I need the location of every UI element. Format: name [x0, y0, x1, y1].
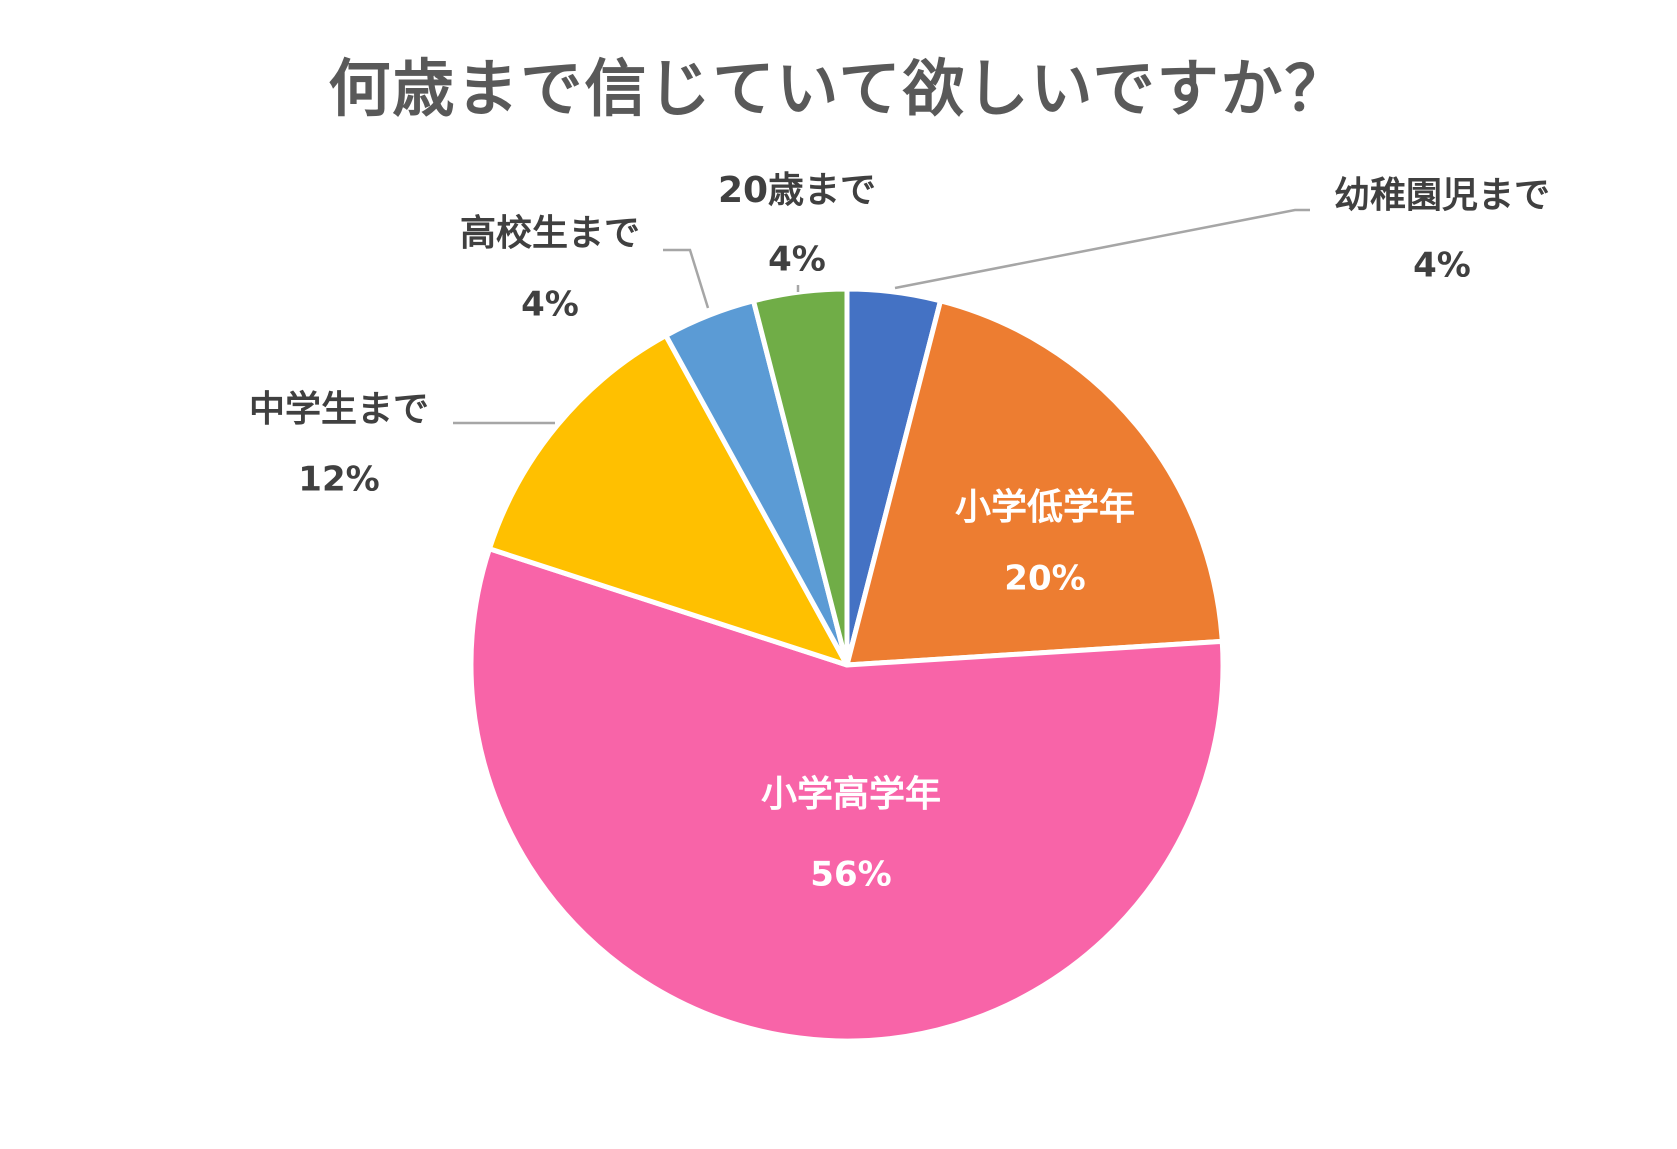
slice-value-junior-high: 12%: [298, 460, 379, 500]
pie-slice-upper-elementary: [468, 546, 1226, 1044]
slice-value-upper-elementary: 56%: [810, 855, 891, 895]
chart-title: 何歳まで信じていて欲しいですか？: [328, 52, 1349, 125]
pie-slice-lower-elementary: [844, 298, 1225, 668]
slice-label-high-school: 高校生まで: [460, 213, 640, 254]
slice-label-junior-high: 中学生まで: [249, 388, 429, 430]
slice-value-high-school: 4%: [521, 285, 579, 325]
pie-slice-age-20: [750, 286, 850, 668]
slice-value-age-20: 4%: [768, 240, 826, 280]
slice-value-lower-elementary: 20%: [1004, 559, 1085, 599]
pie-slice-junior-high: [486, 333, 850, 668]
slice-label-age-20: 20歳まで: [718, 170, 876, 211]
leader-line-high-school: [663, 248, 710, 309]
slice-label-kindergarten: 幼稚園児まで: [1334, 175, 1550, 216]
slice-value-kindergarten: 4%: [1413, 246, 1471, 286]
slice-label-upper-elementary: 小学高学年: [761, 773, 941, 815]
leader-line-kindergarten: [894, 208, 1310, 290]
slice-label-lower-elementary: 小学低学年: [955, 486, 1135, 528]
